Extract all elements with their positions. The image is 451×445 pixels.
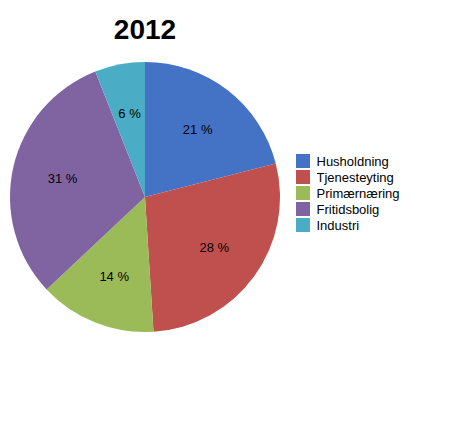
html-text:Husholdning: Husholdning [316, 153, 389, 169]
html-text:Fritidsbolig: Fritidsbolig [316, 201, 380, 217]
svg-text:6 %: 6 % [118, 106, 141, 121]
html-text:Primærnæring: Primærnæring [316, 185, 400, 201]
svg-text:31 %: 31 % [48, 171, 78, 186]
svg-text:21 %: 21 % [183, 122, 213, 137]
html-text:2012: 2012 [113, 14, 177, 45]
svg-text:28 %: 28 % [199, 240, 229, 255]
html-text:Tjenesteyting: Tjenesteyting [316, 169, 394, 185]
html-text:Industri: Industri [316, 217, 360, 233]
svg-text:14 %: 14 % [99, 269, 129, 284]
